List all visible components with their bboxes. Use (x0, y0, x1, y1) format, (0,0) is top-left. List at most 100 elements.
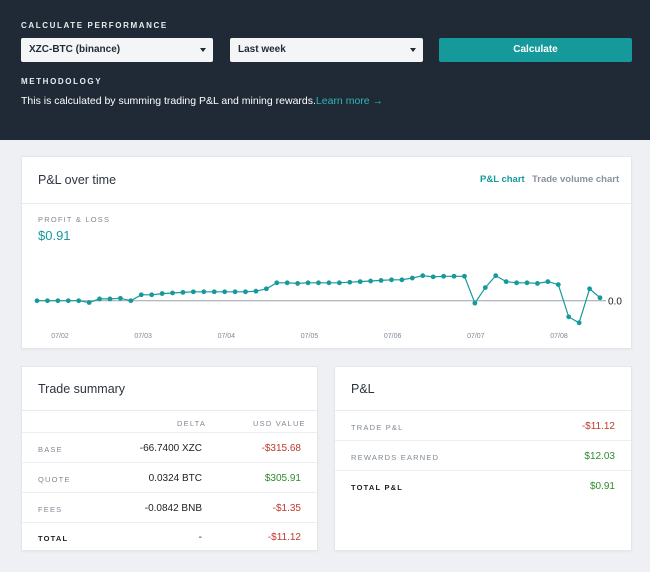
data-point (566, 314, 572, 320)
data-point (274, 280, 280, 286)
row-divider (22, 432, 317, 433)
x-tick-label: 07/06 (384, 333, 402, 340)
pair-select[interactable]: XZC-BTC (binance) (21, 38, 213, 62)
data-point (76, 298, 82, 304)
data-point (430, 274, 436, 280)
data-point (503, 279, 509, 285)
data-point (368, 278, 374, 284)
rewards-earned-value: $12.03 (584, 451, 615, 462)
data-point (211, 289, 217, 295)
pair-select-value: XZC-BTC (binance) (29, 44, 121, 55)
data-point (170, 290, 175, 296)
card-divider (22, 410, 317, 411)
data-point (201, 289, 207, 295)
data-point (347, 279, 353, 285)
data-point (107, 296, 113, 302)
card-divider (335, 410, 631, 411)
data-point (524, 280, 530, 286)
profit-loss-value: $0.91 (38, 228, 71, 243)
fees-usd-value: -$1.35 (272, 503, 301, 514)
data-point (555, 282, 561, 288)
data-point (409, 275, 415, 281)
data-point (128, 298, 134, 304)
data-point (34, 298, 40, 304)
data-point (222, 289, 228, 295)
data-point (243, 289, 248, 295)
data-point (232, 289, 238, 295)
data-point (462, 273, 467, 279)
data-point (420, 273, 426, 279)
data-point (493, 273, 499, 279)
profit-loss-label: PROFIT & LOSS (38, 215, 111, 224)
data-point (118, 295, 123, 301)
data-point (576, 320, 582, 326)
pl-summary-title: P&L (351, 382, 375, 396)
row-label-total: TOTAL (38, 534, 69, 543)
x-tick-label: 07/08 (550, 333, 568, 340)
data-point (97, 296, 102, 302)
calculate-performance-label: CALCULATE PERFORMANCE (21, 21, 168, 30)
pl-over-time-title: P&L over time (38, 173, 117, 187)
total-pl-value: $0.91 (589, 481, 615, 492)
row-label-fees: FEES (38, 505, 63, 514)
total-usd-value: -$11.12 (267, 532, 301, 543)
data-point (451, 273, 457, 279)
data-point (180, 289, 186, 295)
x-tick-label: 07/03 (134, 333, 152, 340)
zero-label: 0.0 (608, 297, 622, 308)
quote-usd-value: $305.91 (264, 473, 301, 484)
data-point (441, 273, 447, 279)
methodology-label: METHODOLOGY (21, 77, 103, 86)
data-point (305, 280, 311, 286)
data-point (55, 298, 61, 304)
data-point (45, 298, 50, 304)
data-point (514, 280, 519, 286)
data-point (295, 281, 301, 286)
data-point (326, 280, 332, 286)
row-divider (22, 462, 317, 463)
trade-pl-value: -$11.12 (581, 421, 615, 432)
data-point (336, 280, 342, 286)
row-label-quote: QUOTE (38, 475, 71, 484)
data-point (389, 277, 394, 283)
calculate-button[interactable]: Calculate (439, 38, 632, 62)
rewards-earned-label: REWARDS EARNED (351, 453, 440, 462)
data-point (190, 289, 196, 295)
base-delta: -66.7400 XZC (139, 443, 202, 454)
data-point (597, 295, 603, 301)
pl-summary-card: P&L TRADE P&L -$11.12 REWARDS EARNED $12… (334, 366, 632, 551)
chevron-down-icon (410, 48, 416, 52)
methodology-description: This is calculated by summing trading P&… (21, 95, 316, 107)
methodology-text: This is calculated by summing trading P&… (21, 95, 383, 107)
x-tick-label: 07/04 (218, 333, 236, 340)
data-point (65, 298, 71, 304)
x-tick-label: 07/02 (51, 333, 69, 340)
base-usd-value: -$315.68 (261, 443, 301, 454)
chevron-down-icon (200, 48, 206, 52)
data-point (378, 278, 384, 283)
learn-more-link[interactable]: Learn more → (315, 95, 384, 107)
tab-trade-volume-chart[interactable]: Trade volume chart (532, 174, 620, 185)
total-pl-label: TOTAL P&L (351, 483, 404, 492)
row-divider (22, 492, 317, 493)
x-tick-label: 07/05 (301, 333, 319, 340)
data-point (587, 286, 592, 292)
trade-summary-card: Trade summary DELTA USD VALUE BASE -66.7… (21, 366, 318, 551)
data-point (253, 288, 259, 294)
data-point (535, 281, 540, 286)
data-point (316, 280, 321, 286)
data-point (263, 286, 269, 292)
period-select[interactable]: Last week (230, 38, 423, 62)
fees-delta: -0.0842 BNB (144, 503, 202, 514)
data-point (138, 292, 144, 298)
trade-summary-title: Trade summary (38, 382, 126, 396)
tab-pl-chart[interactable]: P&L chart (480, 174, 525, 185)
data-point (284, 280, 290, 286)
row-divider (335, 470, 631, 471)
data-point (472, 300, 478, 306)
pl-line-chart: 0.0 07/02 07/03 07/04 07/05 07/06 07/07 07/08 (34, 273, 622, 340)
card-divider (22, 203, 631, 204)
data-point (159, 291, 165, 296)
row-divider (22, 522, 317, 523)
row-label-base: BASE (38, 445, 63, 454)
